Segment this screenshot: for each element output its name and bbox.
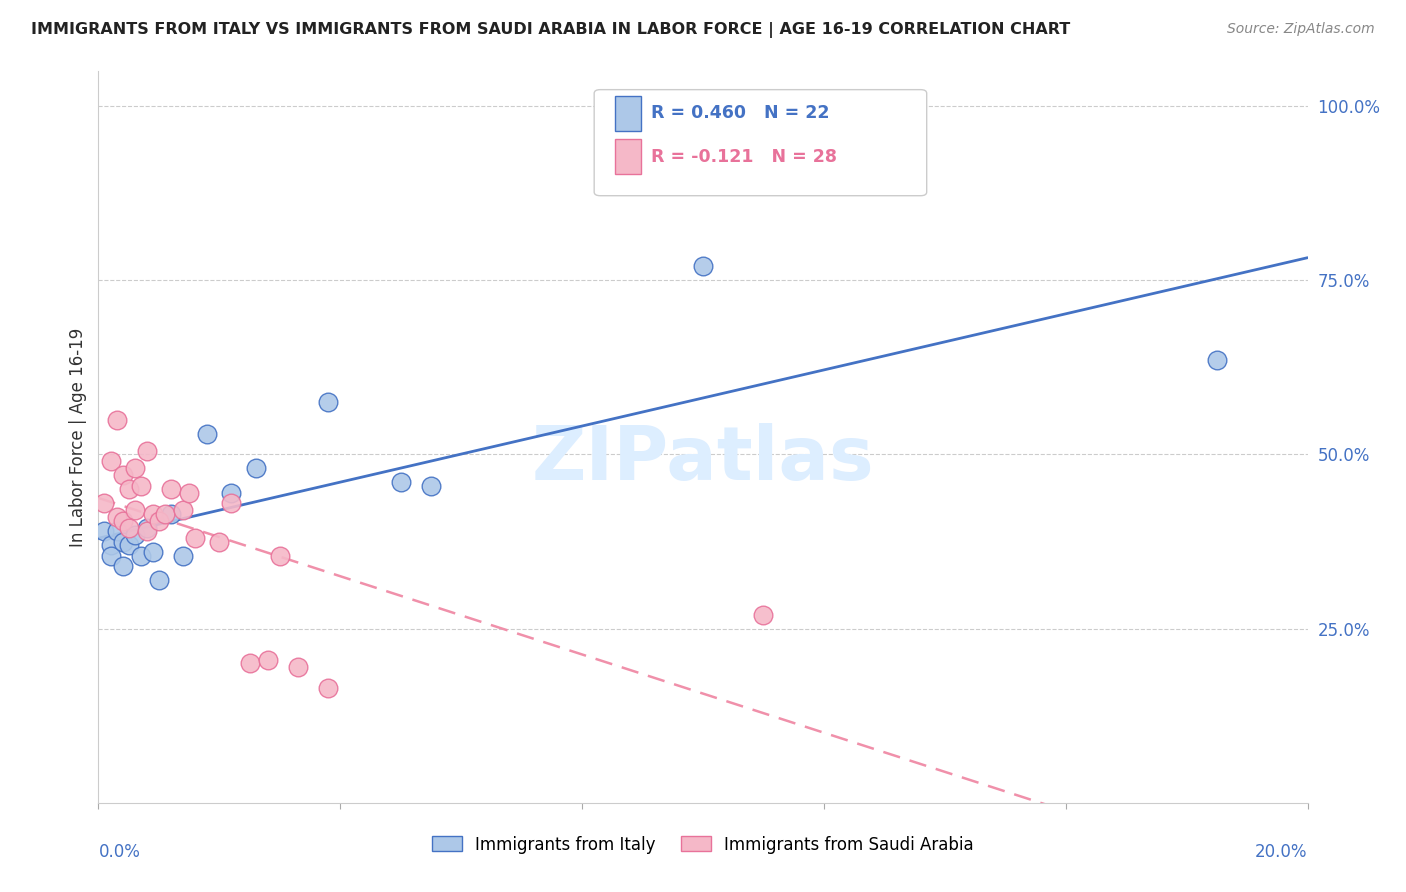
Point — [195, 426, 218, 441]
Point — [105, 412, 128, 426]
Point — [105, 524, 128, 538]
Text: IMMIGRANTS FROM ITALY VS IMMIGRANTS FROM SAUDI ARABIA IN LABOR FORCE | AGE 16-19: IMMIGRANTS FROM ITALY VS IMMIGRANTS FROM… — [31, 22, 1070, 38]
Text: ZIPatlas: ZIPatlas — [531, 423, 875, 496]
Point — [179, 485, 201, 500]
Point — [160, 483, 183, 497]
Point — [129, 479, 152, 493]
Point — [111, 514, 134, 528]
Point — [93, 496, 115, 510]
Text: R = 0.460   N = 22: R = 0.460 N = 22 — [651, 104, 830, 122]
Point — [153, 507, 176, 521]
Point — [316, 395, 339, 409]
FancyBboxPatch shape — [595, 90, 927, 195]
Text: 20.0%: 20.0% — [1256, 843, 1308, 861]
Point — [124, 527, 146, 541]
Text: Source: ZipAtlas.com: Source: ZipAtlas.com — [1227, 22, 1375, 37]
Bar — [614, 139, 641, 174]
Point — [256, 653, 278, 667]
Point — [239, 657, 262, 671]
Point — [148, 514, 170, 528]
Point — [135, 521, 157, 535]
Point — [184, 531, 207, 545]
Text: R = -0.121   N = 28: R = -0.121 N = 28 — [651, 148, 837, 166]
Point — [752, 607, 775, 622]
Y-axis label: In Labor Force | Age 16-19: In Labor Force | Age 16-19 — [69, 327, 87, 547]
Point — [148, 573, 170, 587]
Point — [105, 510, 128, 524]
Point — [172, 549, 194, 563]
Point — [111, 468, 134, 483]
Text: 0.0%: 0.0% — [98, 843, 141, 861]
Point — [124, 503, 146, 517]
Point — [124, 461, 146, 475]
Point — [316, 681, 339, 695]
Point — [269, 549, 291, 563]
Point — [100, 538, 122, 552]
Point — [208, 534, 231, 549]
Point — [135, 444, 157, 458]
Point — [118, 521, 141, 535]
Bar — [614, 95, 641, 131]
Point — [118, 483, 141, 497]
Point — [100, 549, 122, 563]
Point — [160, 507, 183, 521]
Point — [389, 475, 412, 490]
Point — [111, 558, 134, 573]
Point — [1206, 353, 1229, 368]
Point — [100, 454, 122, 468]
Point — [420, 479, 443, 493]
Point — [692, 260, 714, 274]
Point — [142, 545, 165, 559]
Point — [287, 660, 309, 674]
Point — [245, 461, 267, 475]
Point — [111, 534, 134, 549]
Point — [118, 538, 141, 552]
Point — [221, 496, 243, 510]
Point — [135, 524, 157, 538]
Point — [142, 507, 165, 521]
Legend: Immigrants from Italy, Immigrants from Saudi Arabia: Immigrants from Italy, Immigrants from S… — [426, 829, 980, 860]
Point — [93, 524, 115, 538]
Point — [129, 549, 152, 563]
Point — [172, 503, 194, 517]
Point — [221, 485, 243, 500]
